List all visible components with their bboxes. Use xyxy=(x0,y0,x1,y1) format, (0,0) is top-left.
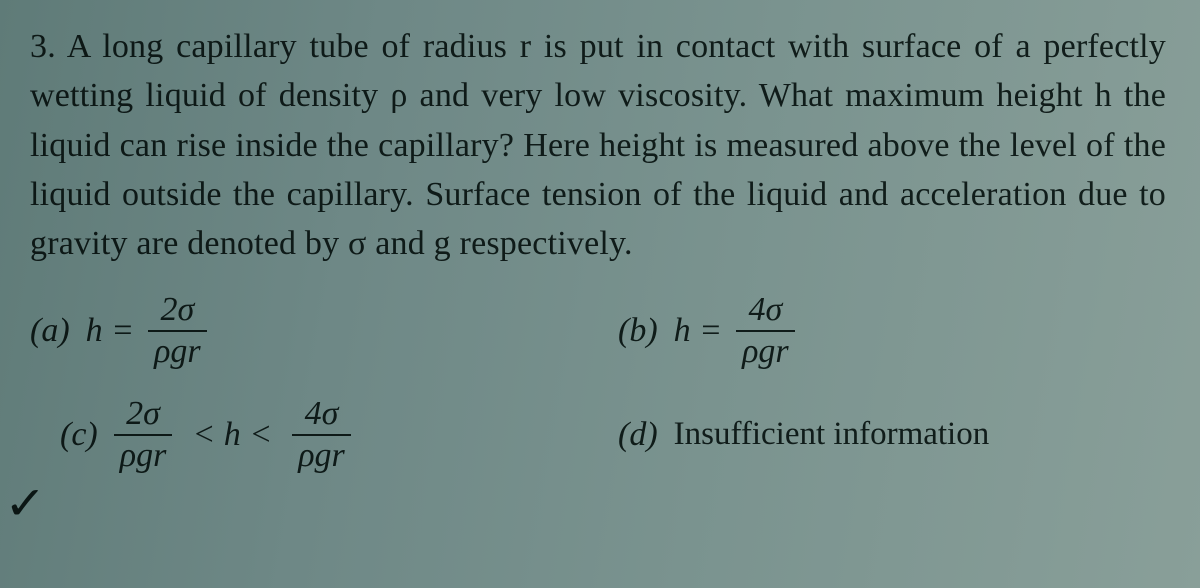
fraction-bar xyxy=(292,434,351,436)
fraction-bar xyxy=(736,330,795,332)
option-c-mid: < h < xyxy=(186,416,278,454)
option-b-numerator: 4σ xyxy=(743,292,789,328)
option-b: (b) h = 4σ ρgr xyxy=(618,292,1166,369)
option-a-fraction: 2σ ρgr xyxy=(148,292,207,369)
question-body: A long capillary tube of radius r is put… xyxy=(30,28,1166,262)
option-c-left-denominator: ρgr xyxy=(114,438,173,474)
check-mark-icon: ✓ xyxy=(4,476,46,530)
option-b-fraction: 4σ ρgr xyxy=(736,292,795,369)
options-grid: (a) h = 2σ ρgr (b) h = 4σ ρgr (c) 2σ xyxy=(30,292,1166,473)
option-c-right-denominator: ρgr xyxy=(292,438,351,474)
option-c-left-fraction: 2σ ρgr xyxy=(114,396,173,473)
option-a-label: (a) xyxy=(30,312,70,350)
option-a-denominator: ρgr xyxy=(148,334,207,370)
option-b-denominator: ρgr xyxy=(736,334,795,370)
option-d: (d) Insufficient information xyxy=(618,396,1166,473)
question-number: 3. xyxy=(30,28,56,65)
fraction-bar xyxy=(114,434,173,436)
option-c-label: (c) xyxy=(60,416,98,454)
page-region: 3. A long capillary tube of radius r is … xyxy=(0,0,1200,473)
option-c: (c) 2σ ρgr < h < 4σ ρgr xyxy=(30,396,578,473)
option-d-text: Insufficient information xyxy=(674,416,990,453)
option-c-left-numerator: 2σ xyxy=(120,396,166,432)
option-c-right-fraction: 4σ ρgr xyxy=(292,396,351,473)
option-b-label: (b) xyxy=(618,312,658,350)
option-a-numerator: 2σ xyxy=(155,292,201,328)
option-d-label: (d) xyxy=(618,416,658,454)
option-a-prefix: h = xyxy=(86,312,134,350)
fraction-bar xyxy=(148,330,207,332)
option-b-prefix: h = xyxy=(674,312,722,350)
option-a: (a) h = 2σ ρgr xyxy=(30,292,578,369)
option-c-right-numerator: 4σ xyxy=(299,396,345,432)
question-text: 3. A long capillary tube of radius r is … xyxy=(30,22,1166,268)
